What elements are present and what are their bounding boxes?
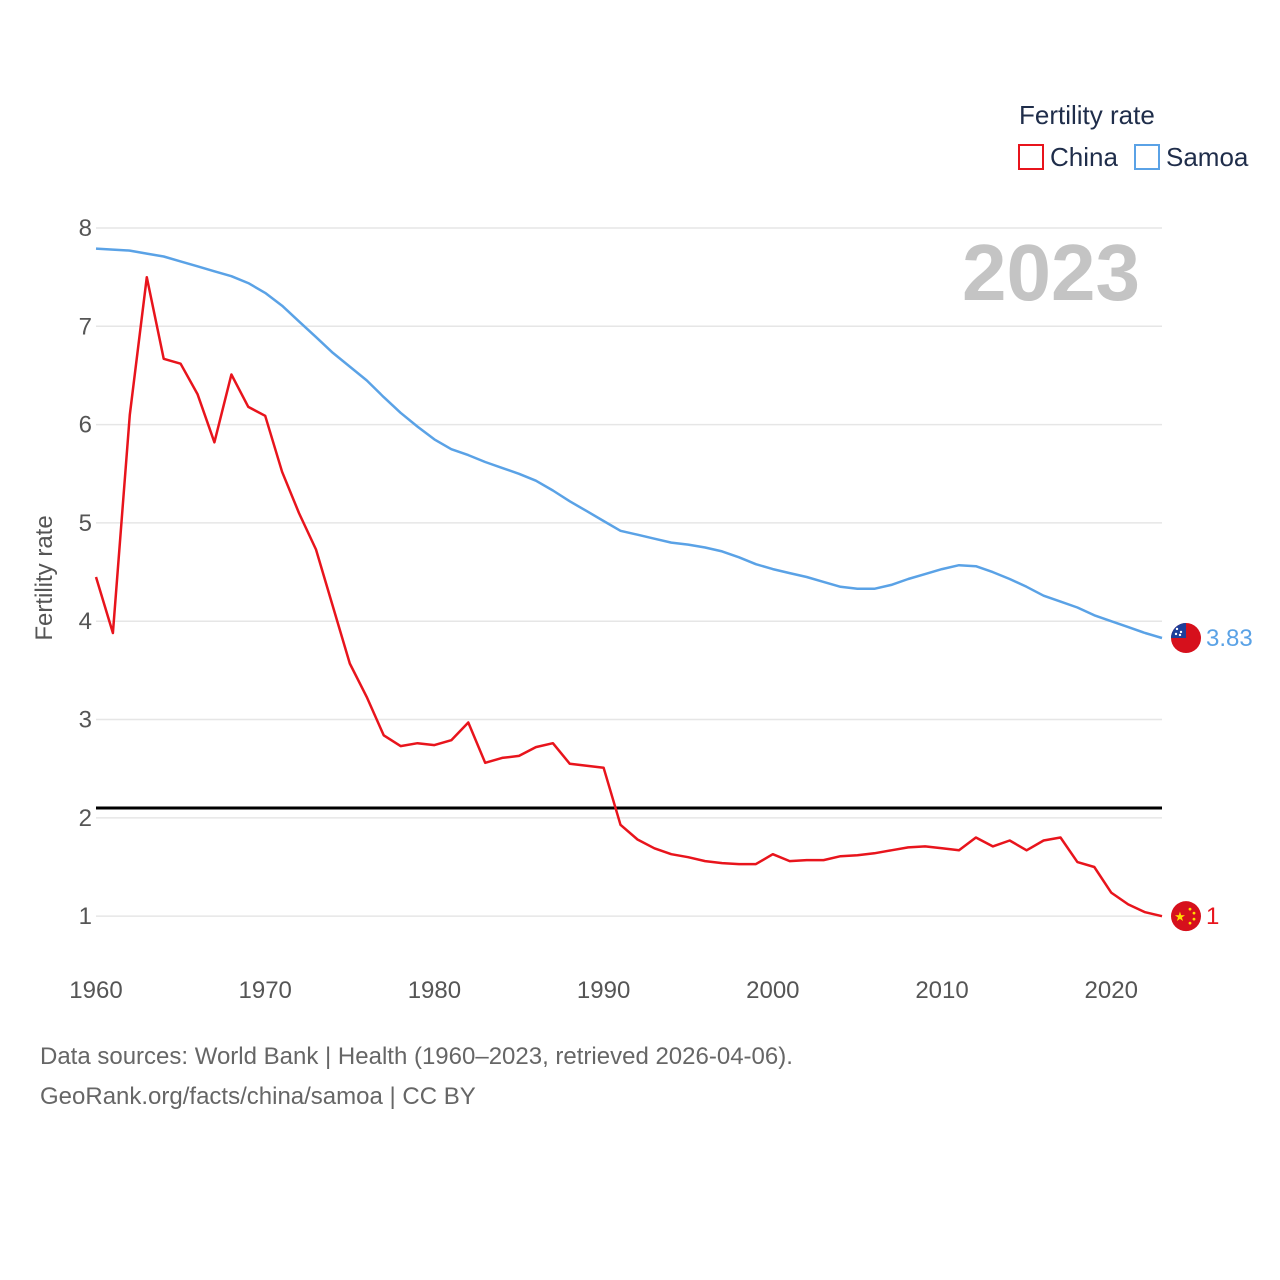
y-tick-label: 3 [79, 707, 92, 734]
legend-label-samoa: Samoa [1166, 142, 1249, 172]
footer-sources: Data sources: World Bank | Health (1960–… [40, 1043, 793, 1070]
x-tick-label: 1980 [408, 977, 461, 1004]
end-value-label-samoa: 3.83 [1206, 625, 1253, 652]
y-tick-label: 1 [79, 903, 92, 930]
x-axis-ticks: 1960 1970 1980 1990 2000 2010 2020 [69, 977, 1138, 1004]
series-line-samoa [95, 247, 1163, 640]
legend-label-china: China [1050, 142, 1118, 172]
x-tick-label: 2010 [915, 977, 968, 1004]
y-tick-label: 5 [79, 510, 92, 537]
x-tick-label: 1990 [577, 977, 630, 1004]
x-tick-label: 2000 [746, 977, 799, 1004]
y-axis-ticks: 1 2 3 4 5 6 7 8 [79, 215, 92, 930]
grid-lines [96, 227, 1162, 917]
china-flag-icon: ★ [1171, 901, 1201, 932]
x-tick-label: 1960 [69, 977, 122, 1004]
legend-title: Fertility rate [1019, 100, 1155, 130]
series-lines [94, 247, 1163, 918]
y-tick-label: 6 [79, 412, 92, 439]
svg-text:★: ★ [1174, 909, 1186, 924]
end-value-label-china: 1 [1206, 903, 1219, 930]
x-tick-label: 1970 [239, 977, 292, 1004]
y-axis-title: Fertility rate [31, 515, 58, 640]
footer-attribution: GeoRank.org/facts/china/samoa | CC BY [40, 1083, 476, 1110]
end-markers: ★ 1 3.83 [1171, 622, 1253, 932]
y-tick-label: 8 [79, 215, 92, 242]
x-tick-label: 2020 [1085, 977, 1138, 1004]
series-line-china [94, 275, 1163, 918]
y-tick-label: 7 [79, 313, 92, 340]
legend-swatch-samoa [1134, 144, 1160, 170]
current-year-label: 2023 [962, 228, 1140, 317]
samoa-flag-icon [1171, 622, 1201, 653]
legend: Fertility rate China Samoa [1018, 100, 1249, 172]
y-tick-label: 4 [79, 608, 92, 635]
legend-swatch-china [1018, 144, 1044, 170]
y-tick-label: 2 [79, 805, 92, 832]
